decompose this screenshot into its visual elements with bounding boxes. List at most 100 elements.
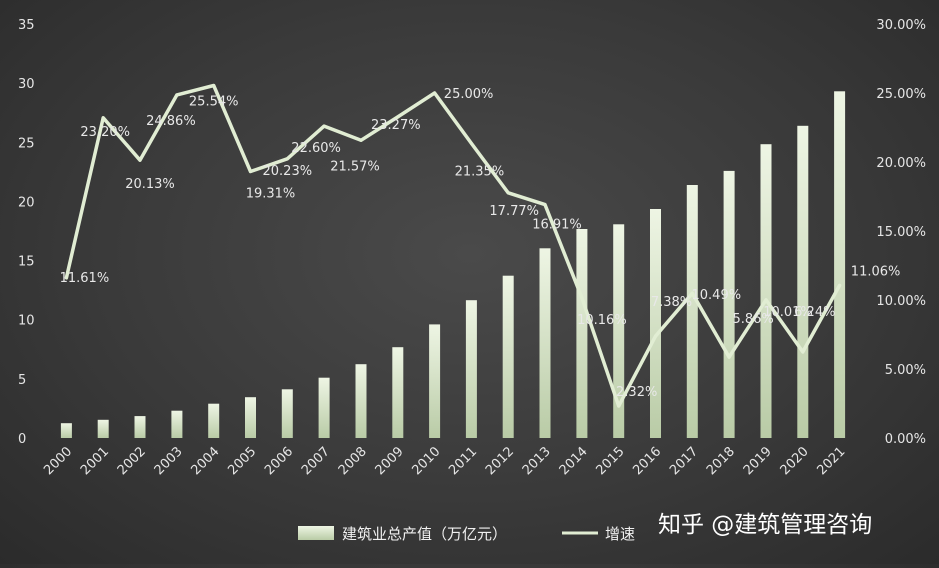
- growth-point-2021: [838, 283, 842, 287]
- growth-point-2013: [543, 203, 547, 207]
- left-tick-label: 0: [18, 432, 26, 447]
- growth-point-2007: [322, 124, 326, 128]
- growth-point-2008: [359, 138, 363, 142]
- x-tick-label: 2004: [189, 444, 223, 478]
- growth-label-2002: 20.13%: [125, 177, 175, 192]
- left-tick-label: 5: [18, 373, 26, 388]
- bar-2005: [245, 397, 256, 438]
- left-tick-label: 35: [18, 18, 35, 33]
- growth-point-2017: [690, 291, 694, 295]
- growth-point-2006: [285, 157, 289, 161]
- right-tick-label: 5.00%: [885, 363, 926, 378]
- bar-2000: [60, 423, 72, 438]
- growth-label-2012: 17.77%: [489, 204, 539, 219]
- growth-label-2019: 10.01%: [763, 305, 813, 320]
- growth-label-2015: 2.32%: [616, 385, 657, 400]
- bar-2018: [723, 170, 735, 438]
- x-tick-label: 2020: [778, 444, 812, 478]
- x-tick-label: 2013: [520, 444, 554, 478]
- growth-point-2010: [433, 91, 437, 95]
- bar-2009: [392, 347, 404, 438]
- growth-point-2016: [654, 334, 657, 338]
- left-tick-label: 20: [18, 195, 35, 210]
- x-tick-label: 2014: [557, 444, 591, 478]
- bar-2014: [576, 229, 588, 438]
- x-tick-label: 2012: [483, 444, 517, 478]
- x-tick-label: 2001: [78, 444, 112, 478]
- right-tick-label: 25.00%: [876, 87, 926, 102]
- x-tick-label: 2016: [630, 444, 664, 478]
- growth-point-2020: [801, 350, 805, 354]
- x-tick-label: 2002: [115, 444, 149, 478]
- right-tick-label: 30.00%: [876, 18, 926, 33]
- growth-label-2009: 23.27%: [371, 118, 421, 133]
- bar-2012: [502, 275, 514, 438]
- bar-2007: [318, 377, 330, 438]
- growth-label-2016: 7.38%: [651, 295, 692, 310]
- bar-2011: [465, 300, 477, 438]
- growth-label-2014: 10.16%: [577, 313, 627, 328]
- bar-2013: [539, 248, 551, 438]
- growth-label-2018: 5.86%: [732, 312, 773, 327]
- growth-label-2005: 19.31%: [246, 187, 296, 202]
- bar-2017: [686, 185, 698, 438]
- right-tick-label: 10.00%: [876, 294, 926, 309]
- growth-point-2002: [138, 158, 142, 162]
- growth-point-2009: [396, 115, 400, 119]
- growth-label-2003: 24.86%: [146, 114, 196, 129]
- growth-label-2006: 20.23%: [263, 164, 313, 179]
- bar-2003: [171, 410, 183, 438]
- growth-point-2019: [764, 298, 768, 302]
- growth-label-2013: 16.91%: [532, 218, 582, 233]
- growth-point-2005: [249, 170, 252, 173]
- growth-point-2011: [469, 141, 473, 145]
- x-tick-label: 2003: [152, 444, 186, 478]
- bar-2002: [134, 416, 146, 438]
- left-tick-label: 10: [18, 314, 35, 329]
- growth-label-2010: 25.00%: [444, 87, 494, 102]
- legend: 建筑业总产值（万亿元） 增速: [298, 525, 635, 543]
- growth-point-2012: [506, 191, 510, 195]
- growth-label-2000: 11.61%: [60, 271, 110, 286]
- bar-2021: [834, 91, 846, 439]
- left-tick-label: 30: [18, 77, 35, 92]
- bar-2015: [613, 224, 625, 438]
- legend-bar-swatch: [298, 526, 334, 540]
- legend-line-label: 增速: [605, 525, 635, 543]
- growth-label-2020: 6.24%: [794, 305, 835, 320]
- x-tick-label: 2015: [594, 444, 628, 478]
- legend-bar-label: 建筑业总产值（万亿元）: [342, 525, 507, 543]
- growth-line: [64, 83, 842, 408]
- bar-2010: [429, 324, 441, 438]
- growth-label-2017: 10.49%: [692, 288, 742, 303]
- bar-2016: [650, 209, 661, 438]
- left-tick-label: 25: [18, 136, 35, 151]
- growth-point-2018: [727, 355, 731, 359]
- x-tick-label: 2018: [704, 444, 738, 478]
- growth-label-2021: 11.06%: [851, 264, 901, 279]
- growth-label-2001: 23.20%: [80, 125, 130, 140]
- x-tick-label: 2019: [741, 444, 775, 478]
- growth-point-2004: [212, 84, 216, 87]
- growth-label-2008: 21.57%: [330, 159, 380, 174]
- growth-point-2014: [580, 296, 584, 300]
- bar-2004: [208, 403, 220, 438]
- left-tick-label: 15: [18, 255, 35, 270]
- x-tick-label: 2017: [667, 444, 701, 478]
- growth-label-2007: 22.60%: [291, 141, 341, 156]
- bar-2019: [760, 144, 772, 438]
- bar-2001: [97, 419, 109, 438]
- growth-label-2004: 25.54%: [189, 95, 239, 110]
- x-tick-label: 2021: [814, 444, 848, 478]
- x-tick-label: 2000: [41, 444, 75, 478]
- growth-point-2003: [175, 93, 179, 97]
- right-tick-label: 0.00%: [885, 432, 926, 447]
- x-tick-label: 2008: [336, 444, 370, 478]
- growth-point-2015: [617, 404, 621, 408]
- x-tick-label: 2010: [409, 444, 443, 478]
- bar-2020: [797, 125, 809, 439]
- right-tick-label: 20.00%: [876, 156, 926, 171]
- growth-point-2001: [101, 116, 105, 120]
